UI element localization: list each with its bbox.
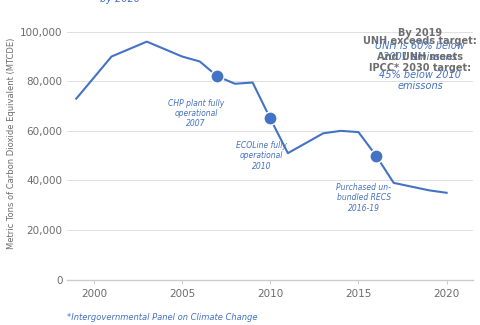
Text: 50% below 2001 emissons
by 2020: 50% below 2001 emissons by 2020 (55, 0, 186, 4)
Text: UNH is 60% below
2001 emissons: UNH is 60% below 2001 emissons (375, 41, 465, 62)
Point (214, 74, 221, 79)
Y-axis label: Metric Tons of Carbon Dioxide Equivalent (MTCDE): Metric Tons of Carbon Dioxide Equivalent… (7, 38, 16, 249)
Point (266, 116, 274, 121)
Text: 45% below 2010
emissons: 45% below 2010 emissons (379, 70, 461, 91)
Text: ECOLine fully
operational
2010: ECOLine fully operational 2010 (236, 141, 287, 171)
Text: And UNH meets
IPCC* 2030 target:: And UNH meets IPCC* 2030 target: (369, 52, 471, 73)
Text: Purchased un-
bundled RECS
2016-19: Purchased un- bundled RECS 2016-19 (336, 183, 391, 213)
Text: *Intergovernmental Panel on Climate Change: *Intergovernmental Panel on Climate Chan… (68, 313, 258, 322)
Point (372, 153, 380, 158)
Text: CHP plant fully
operational
2007: CHP plant fully operational 2007 (168, 98, 224, 128)
Text: By 2019: By 2019 (398, 28, 442, 38)
Text: UNH exceeds target:: UNH exceeds target: (363, 36, 477, 46)
